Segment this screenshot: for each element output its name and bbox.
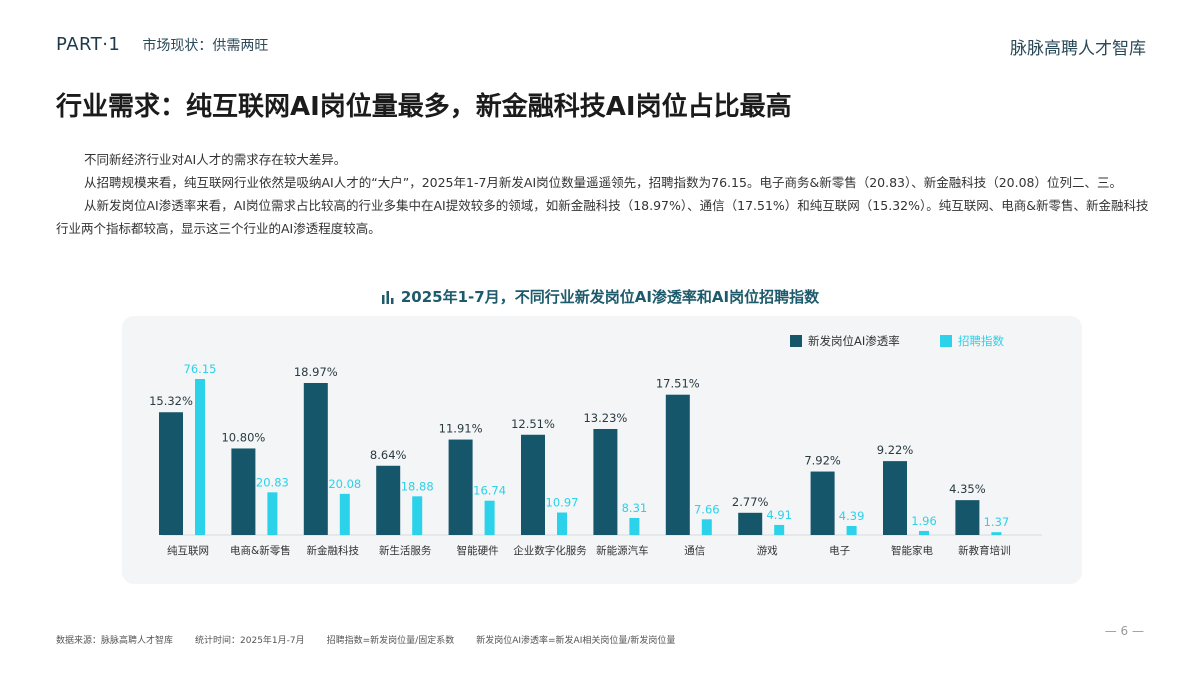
page-number: — 6 — xyxy=(1104,624,1144,638)
data-label-ai-rate: 4.35% xyxy=(949,482,986,496)
data-label-ai-rate: 8.64% xyxy=(370,448,407,462)
bar-recruit-index xyxy=(774,524,785,535)
body-text: 不同新经济行业对AI人才的需求存在较大差异。 从招聘规模来看，纯互联网行业依然是… xyxy=(56,148,1156,240)
paragraph-2: 从招聘规模来看，纯互联网行业依然是吸纳AI人才的“大户”，2025年1-7月新发… xyxy=(84,175,1123,190)
bar-recruit-index xyxy=(267,492,278,535)
bar-ai-rate xyxy=(593,428,618,535)
x-tick-label: 新生活服务 xyxy=(379,544,432,557)
bar-ai-rate xyxy=(159,412,183,535)
bar-recruit-index xyxy=(557,512,567,535)
legend-swatch-ai-rate xyxy=(790,335,802,347)
bar-recruit-index xyxy=(484,500,495,535)
x-tick-label: 新教育培训 xyxy=(958,544,1011,557)
data-label-recruit-index: 4.91 xyxy=(766,508,792,522)
legend-swatch-recruit-index xyxy=(940,335,952,347)
x-tick-label: 企业数字化服务 xyxy=(513,544,587,557)
bar-ai-rate xyxy=(448,439,473,535)
data-label-recruit-index: 20.08 xyxy=(328,477,361,491)
x-tick-label: 智能家电 xyxy=(891,544,933,557)
footer-note-rate: 新发岗位AI渗透率=新发AI相关岗位量/新发岗位量 xyxy=(476,636,676,646)
data-label-ai-rate: 17.51% xyxy=(656,377,700,391)
x-tick-label: 游戏 xyxy=(757,544,778,557)
page-title: 行业需求：纯互联网AI岗位量最多，新金融科技AI岗位占比最高 xyxy=(56,92,792,122)
x-tick-label: 通信 xyxy=(684,545,705,557)
bar-recruit-index xyxy=(701,519,712,535)
bar-ai-rate xyxy=(303,383,328,535)
bar-recruit-index xyxy=(629,517,640,535)
bar-ai-rate xyxy=(231,448,256,535)
chart-title-text: 2025年1-7月，不同行业新发岗位AI渗透率和AI岗位招聘指数 xyxy=(400,288,820,306)
bar-recruit-index xyxy=(412,496,423,535)
bar-chart: 15.32% 76.15 纯互联网 10.80% 20.83 电商&新零售 18.97% 20… xyxy=(149,334,1042,557)
bar-recruit-index xyxy=(991,532,1002,535)
legend-label-recruit-index: 招聘指数 xyxy=(958,334,1004,348)
data-label-recruit-index: 1.37 xyxy=(984,515,1010,529)
data-label-recruit-index: 76.15 xyxy=(184,362,217,376)
data-label-ai-rate: 13.23% xyxy=(583,411,627,425)
data-label-ai-rate: 9.22% xyxy=(877,443,914,457)
footer: 数据来源：脉脉高聘人才智库 统计时间：2025年1月-7月 招聘指数=新发岗位量… xyxy=(56,633,675,646)
footer-period: 统计时间：2025年1月-7月 xyxy=(195,636,305,646)
legend-label-ai-rate: 新发岗位AI渗透率 xyxy=(808,334,900,348)
bar-recruit-index xyxy=(195,379,205,535)
data-label-recruit-index: 7.66 xyxy=(694,502,720,516)
data-label-ai-rate: 11.91% xyxy=(439,422,483,436)
bar-ai-rate xyxy=(810,471,835,535)
x-tick-label: 纯互联网 xyxy=(167,544,209,557)
x-tick-label: 新金融科技 xyxy=(307,544,360,557)
paragraph-3: 从新发岗位AI渗透率来看，AI岗位需求占比较高的行业多集中在AI提效较多的领域，… xyxy=(56,198,1149,236)
data-label-recruit-index: 4.39 xyxy=(839,509,865,523)
chart-panel: 15.32% 76.15 纯互联网 10.80% 20.83 电商&新零售 18.97% 20… xyxy=(122,316,1082,584)
data-label-recruit-index: 10.97 xyxy=(546,496,579,510)
bar-ai-rate xyxy=(738,512,763,535)
x-tick-label: 电子 xyxy=(829,544,850,557)
data-label-recruit-index: 20.83 xyxy=(256,475,289,489)
x-tick-label: 电商&新零售 xyxy=(230,544,291,557)
bar-ai-rate xyxy=(376,465,401,535)
x-tick-label: 智能硬件 xyxy=(457,544,499,557)
header-left: PART·1 市场现状：供需两旺 xyxy=(56,34,268,55)
data-label-ai-rate: 12.51% xyxy=(511,417,555,431)
data-label-ai-rate: 10.80% xyxy=(221,430,265,444)
brand-name: 脉脉高聘人才智库 xyxy=(1010,39,1146,59)
bar-recruit-index xyxy=(846,526,857,535)
data-label-recruit-index: 8.31 xyxy=(622,501,648,515)
part-label: PART·1 xyxy=(56,34,121,55)
bar-ai-rate xyxy=(521,434,545,535)
bar-ai-rate xyxy=(955,500,980,535)
footer-source: 数据来源：脉脉高聘人才智库 xyxy=(56,636,174,646)
bar-recruit-index xyxy=(919,530,929,535)
data-label-ai-rate: 18.97% xyxy=(294,365,338,379)
data-label-recruit-index: 1.96 xyxy=(911,514,937,528)
data-label-ai-rate: 15.32% xyxy=(149,394,193,408)
bar-ai-rate xyxy=(665,394,690,535)
paragraph-1: 不同新经济行业对AI人才的需求存在较大差异。 xyxy=(84,152,347,167)
bar-chart-icon xyxy=(381,291,394,304)
x-tick-label: 新能源汽车 xyxy=(596,544,649,557)
data-label-ai-rate: 2.77% xyxy=(732,495,769,509)
data-label-recruit-index: 18.88 xyxy=(401,479,434,493)
data-label-ai-rate: 7.92% xyxy=(804,454,841,468)
data-label-recruit-index: 16.74 xyxy=(473,484,506,498)
footer-note-index: 招聘指数=新发岗位量/固定系数 xyxy=(326,636,455,646)
bar-recruit-index xyxy=(339,493,350,535)
section-label: 市场现状：供需两旺 xyxy=(142,37,269,54)
bar-ai-rate xyxy=(883,461,907,535)
chart-title: 2025年1-7月，不同行业新发岗位AI渗透率和AI岗位招聘指数 xyxy=(0,286,1200,307)
